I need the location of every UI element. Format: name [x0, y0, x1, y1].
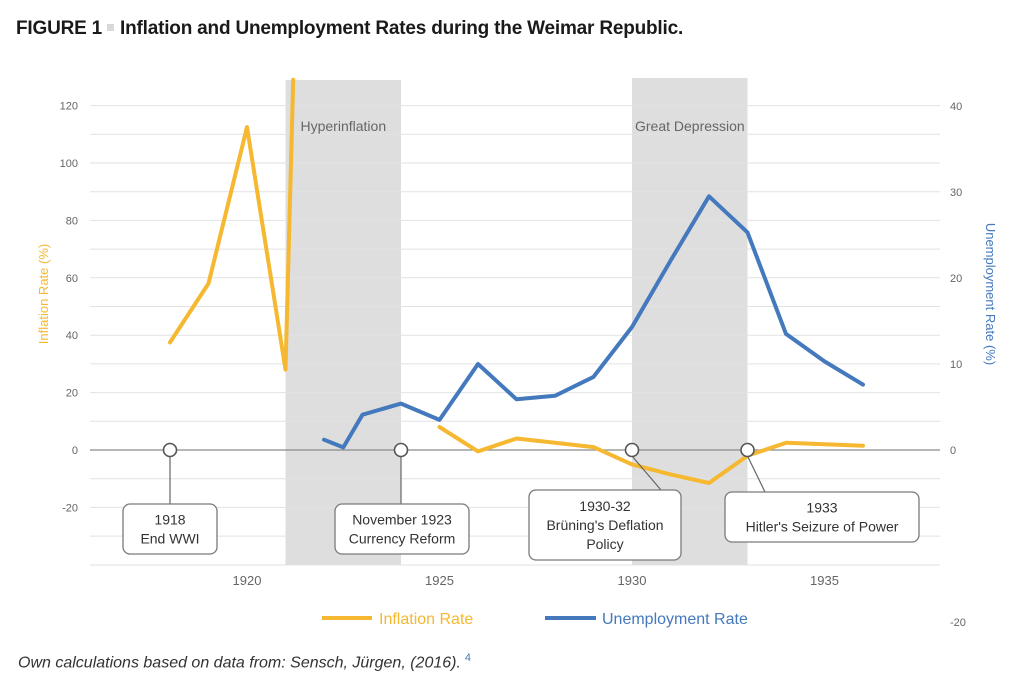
- y-axis-title: Inflation Rate (%): [36, 244, 51, 344]
- annotation-text: 1918: [154, 512, 185, 528]
- y-tick-label: -20: [62, 502, 78, 514]
- y-tick-label: 0: [72, 445, 78, 457]
- annotation-text: Hitler's Seizure of Power: [746, 519, 899, 535]
- annotation-3: 1933 Hitler's Seizure of Power: [724, 442, 920, 543]
- axis-titles: Inflation Rate (%) Unemployment Rate (%): [36, 223, 998, 365]
- y2-tick-label: 40: [950, 101, 962, 113]
- annotation-text: November 1923: [352, 512, 452, 528]
- footnote-marker: 4: [464, 652, 472, 664]
- weimar-chart: Hyperinflation Great Depression 120100806…: [36, 77, 998, 629]
- legend-label: Unemployment Rate: [602, 611, 748, 628]
- annotation-0: 1918 End WWI: [122, 442, 218, 555]
- shaded-region-1: [632, 78, 748, 565]
- y-tick-label: 40: [66, 330, 78, 342]
- annotation-box: [528, 489, 682, 561]
- shaded-regions: Hyperinflation Great Depression: [285, 78, 748, 565]
- y2-axis-title: Unemployment Rate (%): [983, 223, 998, 365]
- annotation-text: 1933: [806, 500, 837, 516]
- annotation-marker: [740, 442, 755, 458]
- annotations: 1918 End WWI November 1923 Currency Reform 1…: [122, 442, 920, 561]
- legend-item-0: Inflation Rate: [322, 611, 473, 628]
- x-tick-label: 1920: [233, 573, 262, 588]
- source-text: Own calculations based on data from: Sen…: [18, 654, 461, 672]
- shaded-region-0: [285, 80, 401, 565]
- annotation-connector: [631, 455, 662, 491]
- y2-tick-label: 20: [950, 273, 962, 285]
- data-series: [168, 77, 865, 485]
- annotation-text: Policy: [586, 536, 623, 552]
- annotation-connector: [746, 455, 766, 493]
- annotation-1: November 1923 Currency Reform: [334, 442, 470, 555]
- figure-title: FIGURE 1 Inflation and Unemployment Rates…: [16, 18, 683, 40]
- y-tick-label: 120: [60, 101, 78, 113]
- figure-number: FIGURE 1: [16, 18, 103, 39]
- annotation-2: 1930-32 Brüning's Deflation Policy: [528, 442, 682, 561]
- annotation-text: End WWI: [140, 531, 199, 547]
- x-tick-label: 1925: [425, 573, 454, 588]
- y-tick-label: 60: [66, 273, 78, 285]
- legend: Inflation Rate Unemployment Rate: [322, 611, 748, 628]
- annotation-box: [122, 503, 218, 555]
- y2-tick-label: 10: [950, 359, 962, 371]
- annotation-box: [334, 503, 470, 555]
- figure-title-text: Inflation and Unemployment Rates during …: [120, 18, 684, 39]
- title-separator-square: [107, 24, 115, 32]
- series-line-1: [437, 425, 865, 485]
- annotation-marker: [393, 442, 409, 458]
- y-tick-label: 20: [66, 388, 78, 400]
- x-tick-label: 1935: [810, 573, 839, 588]
- legend-item-1: Unemployment Rate: [545, 611, 748, 628]
- shaded-region-label-1: Great Depression: [635, 118, 745, 134]
- y2-tick-label: 30: [950, 187, 962, 199]
- y2-tick-label: -20: [950, 617, 966, 629]
- annotation-text: Brüning's Deflation: [546, 517, 663, 533]
- legend-label: Inflation Rate: [379, 611, 473, 628]
- annotation-text: Currency Reform: [349, 531, 456, 547]
- annotation-box: [724, 491, 920, 543]
- source-note: Own calculations based on data from: Sen…: [18, 652, 471, 672]
- annotation-text: 1930-32: [579, 498, 631, 514]
- y-tick-label: 80: [66, 215, 78, 227]
- shaded-region-label-0: Hyperinflation: [301, 118, 387, 134]
- annotation-marker: [162, 442, 178, 458]
- x-tick-label: 1930: [618, 573, 647, 588]
- y2-tick-label: 0: [950, 445, 956, 457]
- series-line-0: [168, 77, 296, 372]
- annotation-marker: [624, 442, 640, 458]
- y-tick-label: 100: [60, 158, 78, 170]
- series-line-2: [322, 194, 865, 450]
